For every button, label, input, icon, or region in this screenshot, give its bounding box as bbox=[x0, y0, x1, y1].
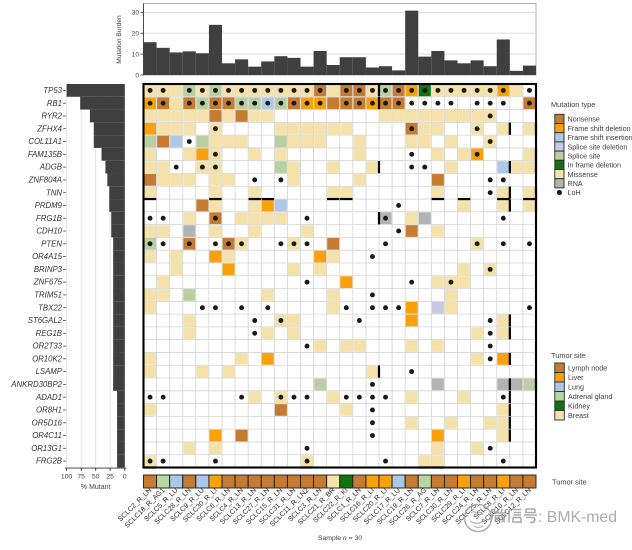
svg-text:Sample n = 30: Sample n = 30 bbox=[318, 535, 362, 542]
svg-text:RB1: RB1 bbox=[47, 99, 62, 108]
svg-text:Liver: Liver bbox=[568, 373, 584, 382]
svg-text:Kidney: Kidney bbox=[568, 402, 590, 411]
svg-text:Nonsense: Nonsense bbox=[568, 115, 600, 124]
svg-text:Lymph node: Lymph node bbox=[568, 364, 607, 373]
svg-text:ZFHX4: ZFHX4 bbox=[36, 124, 62, 133]
svg-text:0: 0 bbox=[135, 72, 139, 79]
svg-text:30: 30 bbox=[132, 10, 140, 17]
svg-text:75: 75 bbox=[77, 474, 85, 481]
svg-text:OR8H1: OR8H1 bbox=[36, 406, 62, 415]
svg-text:COL11A1: COL11A1 bbox=[28, 137, 62, 146]
svg-text:OR13G1: OR13G1 bbox=[31, 444, 62, 453]
svg-text:OR4A15: OR4A15 bbox=[32, 252, 63, 261]
svg-text:LSAMP: LSAMP bbox=[36, 367, 63, 376]
svg-text:Lung: Lung bbox=[568, 383, 584, 392]
svg-text:RNA: RNA bbox=[568, 179, 583, 188]
svg-text:100: 100 bbox=[61, 474, 73, 481]
svg-text:Splice site: Splice site bbox=[568, 152, 601, 161]
svg-text:TBX22: TBX22 bbox=[38, 303, 62, 312]
svg-text:Frame shift deletion: Frame shift deletion bbox=[568, 124, 631, 133]
svg-text:OR10K2: OR10K2 bbox=[32, 354, 63, 363]
svg-text:Adrenal gland: Adrenal gland bbox=[568, 392, 612, 401]
svg-text:CDH10: CDH10 bbox=[36, 227, 62, 236]
svg-text:FRG2B: FRG2B bbox=[36, 457, 62, 466]
svg-text:ST6GAL2: ST6GAL2 bbox=[28, 316, 63, 325]
svg-text:ZNF675: ZNF675 bbox=[33, 278, 63, 287]
svg-text:OR4C11: OR4C11 bbox=[32, 431, 62, 440]
svg-text:20: 20 bbox=[132, 31, 140, 38]
svg-text:ANKRD30BP2: ANKRD30BP2 bbox=[10, 380, 62, 389]
svg-text:BRINP3: BRINP3 bbox=[34, 265, 63, 274]
svg-text:ADAD1: ADAD1 bbox=[35, 393, 62, 402]
svg-text:PTEN: PTEN bbox=[41, 239, 62, 248]
svg-text:TNN: TNN bbox=[46, 188, 62, 197]
svg-text:25: 25 bbox=[106, 474, 114, 481]
svg-text:0: 0 bbox=[123, 474, 127, 481]
svg-text:OR5D16: OR5D16 bbox=[32, 418, 63, 427]
svg-text:TRIM51: TRIM51 bbox=[34, 291, 62, 300]
svg-text:ADGB: ADGB bbox=[39, 163, 62, 172]
svg-text:Breast: Breast bbox=[568, 411, 589, 420]
svg-text:Tumor site: Tumor site bbox=[552, 478, 587, 487]
svg-text:Tumor site: Tumor site bbox=[551, 351, 586, 360]
svg-text:REG1B: REG1B bbox=[36, 329, 62, 338]
svg-text:Splice site deletion: Splice site deletion bbox=[568, 142, 628, 151]
svg-text:50: 50 bbox=[92, 474, 100, 481]
svg-text:RYR2: RYR2 bbox=[41, 112, 62, 121]
svg-text:Missense: Missense bbox=[568, 170, 598, 179]
svg-text:Mutation Burden: Mutation Burden bbox=[116, 15, 123, 64]
svg-text:ZNF804A: ZNF804A bbox=[28, 176, 62, 185]
svg-text:10: 10 bbox=[132, 51, 140, 58]
svg-text:Mutation type: Mutation type bbox=[551, 100, 595, 109]
svg-text:FAM135B: FAM135B bbox=[28, 150, 62, 159]
svg-text:TP53: TP53 bbox=[43, 86, 62, 95]
svg-text:FRG1B: FRG1B bbox=[36, 214, 62, 223]
svg-text:: BMK-med: : BMK-med bbox=[538, 509, 617, 526]
svg-text:Frame shift insertion: Frame shift insertion bbox=[568, 133, 632, 142]
svg-text:LoH: LoH bbox=[568, 188, 581, 197]
svg-text:PRDM9: PRDM9 bbox=[35, 201, 63, 210]
svg-text:OR2T33: OR2T33 bbox=[33, 342, 63, 351]
svg-text:% Mutant: % Mutant bbox=[81, 484, 111, 491]
svg-text:In frame deletion: In frame deletion bbox=[568, 161, 622, 170]
